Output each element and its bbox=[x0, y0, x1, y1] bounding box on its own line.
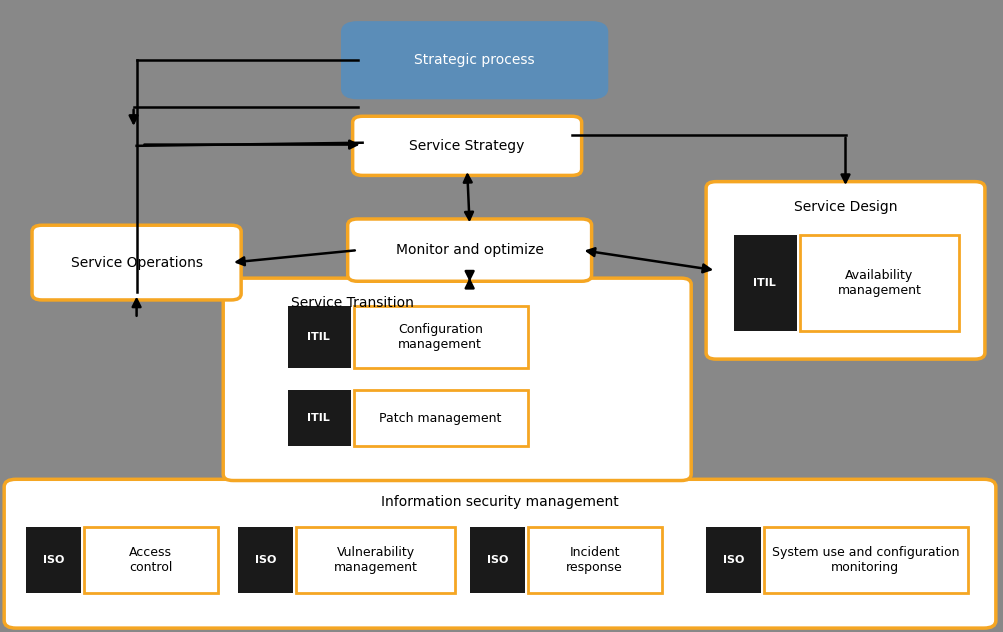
Text: System use and configuration
monitoring: System use and configuration monitoring bbox=[771, 546, 958, 574]
FancyBboxPatch shape bbox=[32, 225, 241, 300]
Bar bbox=[705, 527, 760, 593]
Text: ISO: ISO bbox=[43, 556, 64, 565]
Bar bbox=[799, 234, 958, 331]
Bar bbox=[83, 527, 218, 593]
FancyBboxPatch shape bbox=[342, 23, 606, 97]
Text: Vulnerability
management: Vulnerability management bbox=[333, 546, 417, 574]
Text: Availability
management: Availability management bbox=[837, 269, 921, 297]
Bar bbox=[733, 234, 796, 331]
Bar bbox=[288, 390, 350, 446]
FancyBboxPatch shape bbox=[352, 116, 581, 176]
Bar bbox=[353, 306, 528, 368]
Bar bbox=[353, 390, 528, 446]
Text: ISO: ISO bbox=[255, 556, 277, 565]
Text: Service Design: Service Design bbox=[793, 200, 897, 214]
Text: Access
control: Access control bbox=[128, 546, 173, 574]
Text: Patch management: Patch management bbox=[379, 412, 500, 425]
Bar bbox=[238, 527, 293, 593]
Text: Strategic process: Strategic process bbox=[414, 53, 535, 67]
Bar bbox=[469, 527, 525, 593]
Text: Monitor and optimize: Monitor and optimize bbox=[395, 243, 543, 257]
Text: Service Transition: Service Transition bbox=[291, 296, 413, 310]
Text: ISO: ISO bbox=[486, 556, 509, 565]
Bar bbox=[528, 527, 662, 593]
FancyBboxPatch shape bbox=[347, 219, 591, 281]
Text: Incident
response: Incident response bbox=[566, 546, 622, 574]
Text: ITIL: ITIL bbox=[752, 278, 775, 288]
Bar bbox=[26, 527, 81, 593]
Text: ITIL: ITIL bbox=[307, 413, 330, 423]
Text: Service Strategy: Service Strategy bbox=[409, 139, 525, 153]
FancyBboxPatch shape bbox=[4, 479, 995, 628]
Bar bbox=[288, 306, 350, 368]
Text: ITIL: ITIL bbox=[307, 332, 330, 343]
Bar bbox=[763, 527, 967, 593]
Text: Information security management: Information security management bbox=[381, 495, 618, 509]
Bar bbox=[296, 527, 454, 593]
Text: ISO: ISO bbox=[722, 556, 744, 565]
Text: Service Operations: Service Operations bbox=[70, 255, 203, 270]
FancyBboxPatch shape bbox=[223, 278, 690, 480]
Text: Configuration
management: Configuration management bbox=[397, 324, 482, 351]
FancyBboxPatch shape bbox=[705, 181, 984, 359]
